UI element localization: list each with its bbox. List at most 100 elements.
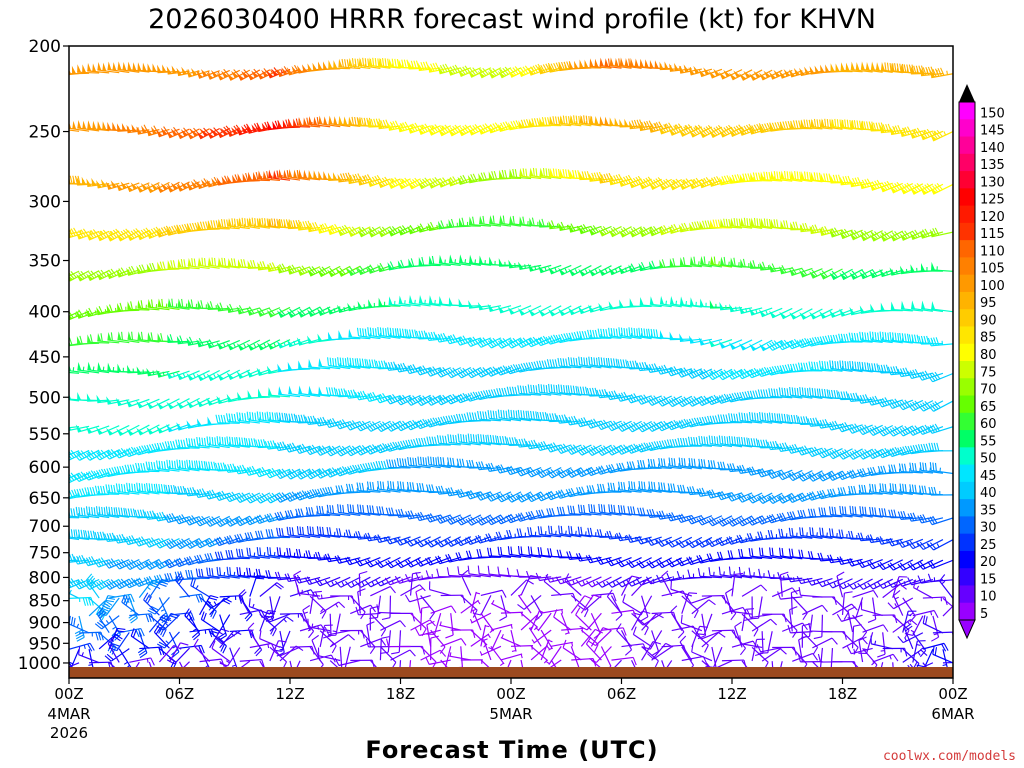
barb-flag bbox=[457, 128, 465, 136]
barb-flag bbox=[86, 178, 92, 187]
wind-barb bbox=[196, 178, 220, 190]
barb-shaft bbox=[932, 130, 953, 142]
barb-flag bbox=[753, 70, 761, 78]
barb-flag bbox=[122, 62, 127, 71]
barb-feather bbox=[510, 121, 515, 130]
barb-flag bbox=[107, 121, 112, 131]
wind-barb bbox=[860, 121, 883, 131]
barb-feather bbox=[412, 123, 418, 131]
barb-feather bbox=[373, 118, 377, 127]
barb-half-feather bbox=[489, 68, 492, 73]
barb-feather bbox=[382, 119, 387, 128]
barb-feather bbox=[899, 63, 902, 72]
barb-flag bbox=[688, 67, 695, 75]
barb-flag bbox=[268, 169, 273, 179]
barb-feather bbox=[378, 118, 382, 127]
barb-flag bbox=[120, 181, 128, 189]
barb-flag bbox=[115, 183, 123, 191]
barb-shaft bbox=[810, 125, 833, 130]
barb-feather bbox=[557, 116, 561, 125]
barb-feather bbox=[784, 121, 789, 130]
barb-feather bbox=[540, 64, 546, 73]
barb-flag bbox=[407, 125, 414, 134]
barb-flag bbox=[293, 169, 298, 179]
barb-shaft bbox=[107, 68, 130, 74]
barb-shaft bbox=[328, 67, 351, 70]
barb-flag bbox=[102, 121, 107, 130]
barb-flag bbox=[609, 117, 614, 126]
barb-flag bbox=[132, 62, 137, 71]
barb-flag bbox=[497, 123, 504, 132]
barb-feather bbox=[713, 127, 720, 135]
barb-feather bbox=[533, 118, 538, 127]
barb-feather bbox=[552, 116, 555, 125]
barb-flag bbox=[860, 121, 865, 130]
barb-flag bbox=[899, 128, 906, 137]
barb-flag bbox=[210, 69, 218, 78]
barb-feather bbox=[631, 120, 636, 129]
barb-feather bbox=[235, 124, 242, 132]
barb-flag bbox=[301, 64, 308, 73]
barb-flag bbox=[579, 59, 584, 68]
barb-flag bbox=[377, 120, 383, 129]
wind-barb bbox=[830, 63, 853, 73]
barb-flag bbox=[658, 126, 665, 134]
wind-barb bbox=[408, 60, 431, 70]
barb-flag bbox=[417, 127, 425, 135]
barb-flag bbox=[226, 129, 234, 137]
barb-feather bbox=[787, 121, 792, 130]
barb-feather bbox=[255, 171, 259, 181]
barb-flag bbox=[835, 63, 840, 72]
barb-flag bbox=[156, 129, 163, 137]
barb-feather bbox=[741, 126, 747, 134]
barb-feather bbox=[510, 68, 517, 76]
barb-shaft bbox=[559, 122, 582, 127]
barb-feather bbox=[537, 63, 543, 72]
barb-half-feather bbox=[630, 333, 633, 338]
barb-flag bbox=[307, 63, 313, 72]
barb-feather bbox=[921, 130, 928, 139]
barb-feather bbox=[882, 124, 887, 133]
barb-half-feather bbox=[147, 183, 151, 188]
barb-half-feather bbox=[946, 70, 949, 75]
barb-flag bbox=[241, 70, 249, 78]
barb-flag bbox=[191, 67, 198, 76]
barb-flag bbox=[303, 117, 308, 126]
barb-half-feather bbox=[675, 300, 678, 305]
barb-flag bbox=[604, 58, 609, 67]
barb-flag bbox=[176, 131, 184, 139]
barb-flag bbox=[738, 73, 747, 81]
barb-flag bbox=[221, 176, 227, 185]
barb-half-feather bbox=[157, 183, 161, 188]
wind-barb bbox=[97, 62, 120, 74]
barb-feather bbox=[439, 126, 447, 134]
wind-barbs bbox=[69, 57, 953, 678]
barb-feather bbox=[351, 116, 354, 126]
barb-half-feather bbox=[152, 370, 155, 375]
barb-flag bbox=[920, 67, 926, 76]
barb-feather bbox=[442, 64, 448, 73]
barb-flag bbox=[614, 58, 619, 67]
barb-flag bbox=[72, 120, 77, 130]
barb-flag bbox=[92, 63, 97, 72]
barb-feather bbox=[362, 57, 365, 67]
barb-flag bbox=[266, 70, 274, 78]
barb-feather bbox=[419, 125, 426, 133]
barb-flag bbox=[579, 114, 584, 124]
barb-flag bbox=[186, 69, 193, 78]
barb-shaft bbox=[87, 70, 110, 74]
barb-feather bbox=[853, 120, 857, 129]
barb-feather bbox=[856, 120, 859, 129]
barb-flag bbox=[723, 69, 731, 77]
wind-barb bbox=[920, 66, 944, 77]
barb-flag bbox=[840, 119, 845, 128]
barb-flag bbox=[107, 61, 112, 70]
barb-feather bbox=[555, 62, 561, 71]
barb-flag bbox=[870, 61, 875, 70]
barb-flag bbox=[251, 70, 259, 78]
barb-flag bbox=[288, 118, 293, 127]
barb-flag bbox=[810, 118, 815, 128]
barb-half-feather bbox=[454, 259, 457, 264]
barb-flag bbox=[176, 183, 184, 192]
barb-half-feather bbox=[441, 125, 444, 130]
